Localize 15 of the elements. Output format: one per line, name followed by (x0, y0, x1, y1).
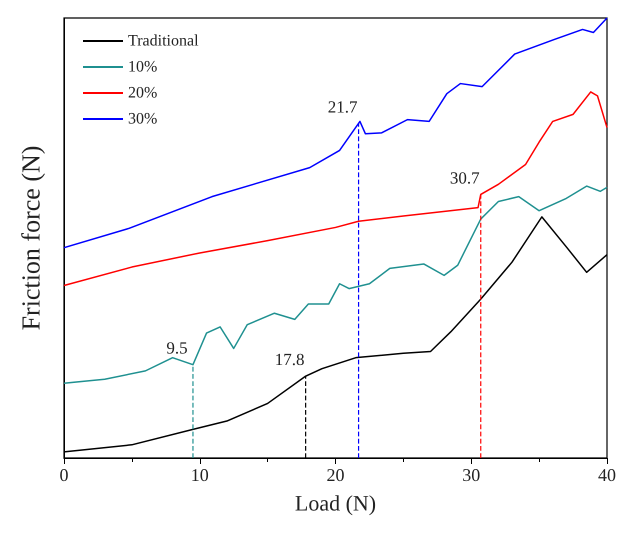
x-tick-label: 30 (462, 465, 480, 485)
ref-line-label: 17.8 (274, 350, 305, 370)
ref-line-label: 30.7 (450, 168, 480, 188)
x-tick-label: 20 (326, 465, 344, 485)
x-tick-label: 10 (190, 465, 209, 485)
x-tick-label: 0 (60, 465, 68, 485)
y-axis-title: Friction force (N) (16, 146, 46, 330)
ref-line-label: 9.5 (166, 338, 188, 358)
legend-label: 20% (128, 84, 158, 102)
legend-label: 30% (128, 110, 158, 128)
x-axis-title: Load (N) (294, 490, 376, 516)
legend-label: Traditional (128, 32, 200, 50)
ref-line-label: 21.7 (328, 97, 358, 116)
legend-label: 10% (128, 58, 158, 76)
x-tick-label: 40 (598, 465, 616, 485)
